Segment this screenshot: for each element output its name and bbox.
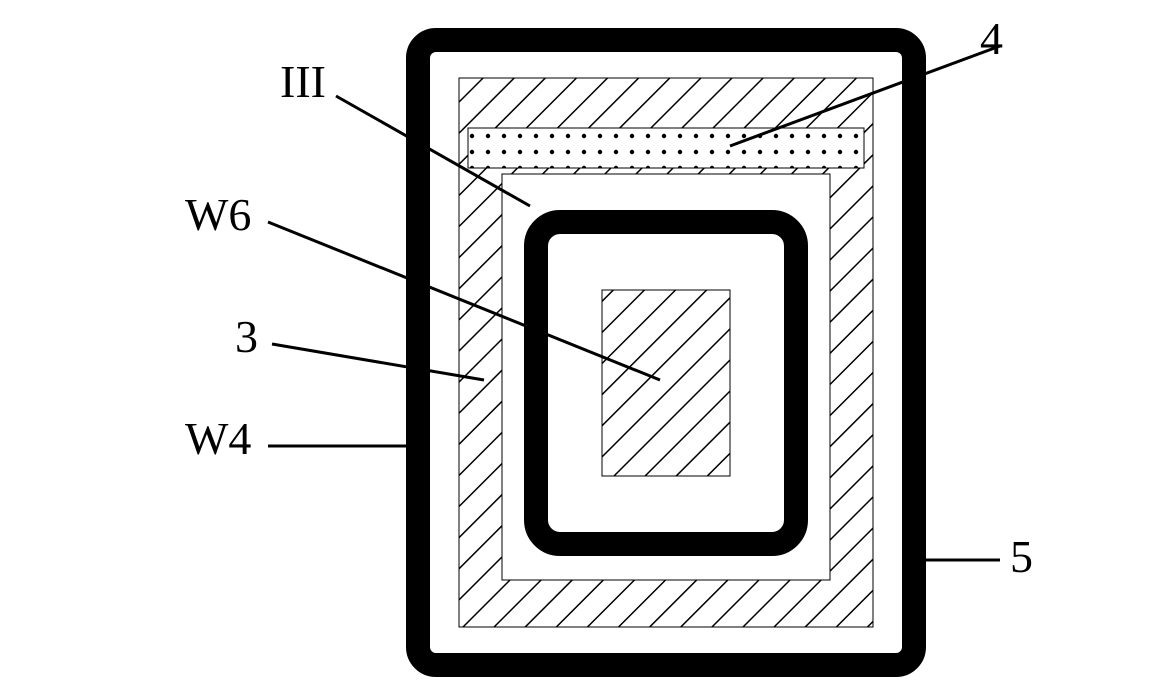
label-4: 4 xyxy=(980,12,1003,65)
label-W4: W4 xyxy=(185,412,251,465)
label-W6: W6 xyxy=(185,188,251,241)
label-5: 5 xyxy=(1010,530,1033,583)
diagram-svg xyxy=(0,0,1161,689)
label-III: III xyxy=(280,55,326,108)
leader-line xyxy=(272,344,484,380)
dotted-bar xyxy=(468,128,864,168)
label-3: 3 xyxy=(235,310,258,363)
center-hatch xyxy=(602,290,730,476)
